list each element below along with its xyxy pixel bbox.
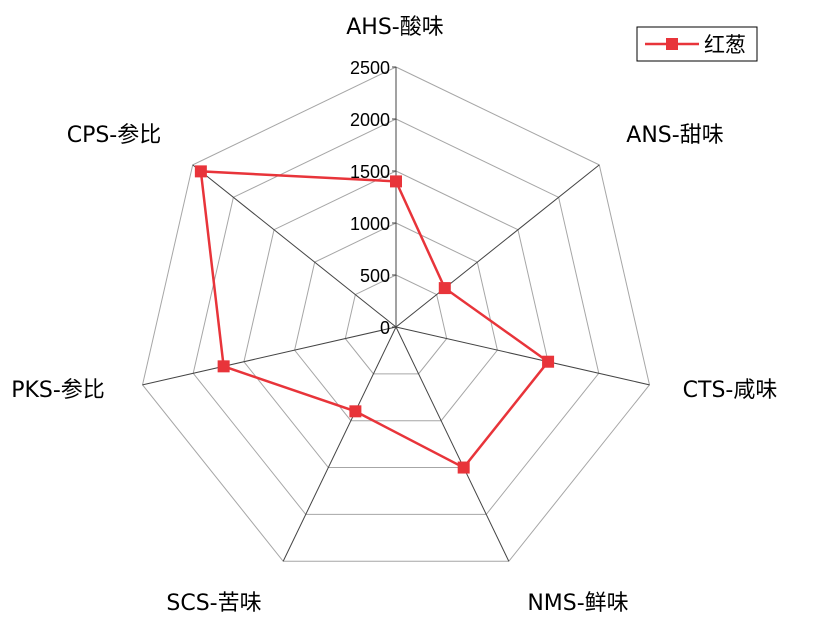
grid-ring xyxy=(243,170,549,469)
axis-label: ANS-甜味 xyxy=(626,123,723,148)
axis-spoke xyxy=(282,326,397,562)
tick-label: 1500 xyxy=(350,162,390,182)
legend: 红葱 xyxy=(636,26,758,62)
axis-label: SCS-苦味 xyxy=(166,591,261,616)
radial-tick-labels: 0 500 1000 1500 2000 2500 xyxy=(350,58,396,338)
series-line xyxy=(199,170,550,470)
data-point xyxy=(390,175,402,188)
tick-label: 2500 xyxy=(350,58,390,78)
axis-spoke xyxy=(142,326,397,386)
tick-label: 500 xyxy=(360,266,390,286)
legend-series-label: 红葱 xyxy=(704,33,746,57)
grid-ring xyxy=(294,222,498,422)
data-point xyxy=(349,405,362,418)
axis-spoke xyxy=(395,326,650,386)
data-point xyxy=(194,165,207,178)
series-layer xyxy=(194,165,555,474)
radar-spokes xyxy=(142,67,650,562)
axis-spoke xyxy=(395,164,600,328)
data-point xyxy=(217,360,230,373)
legend-series-marker xyxy=(666,38,678,50)
radar-grid xyxy=(141,66,651,562)
axis-label: PKS-参比 xyxy=(11,378,105,403)
axis-label: NMS-鲜味 xyxy=(527,591,628,616)
tick-label: 0 xyxy=(380,318,390,338)
axis-spoke xyxy=(395,326,510,562)
tick-label: 1000 xyxy=(350,214,390,234)
data-point xyxy=(457,461,470,474)
tick-label: 2000 xyxy=(350,110,390,130)
data-point xyxy=(438,282,451,295)
grid-ring xyxy=(141,66,651,562)
axis-label: AHS-酸味 xyxy=(346,15,444,40)
axis-label: CTS-咸味 xyxy=(683,378,778,403)
axis-labels: AHS-酸味 ANS-甜味 CTS-咸味 NMS-鲜味 SCS-苦味 PKS-参比 CPS-… xyxy=(11,15,777,616)
data-point xyxy=(542,355,555,368)
axis-label: CPS-参比 xyxy=(67,123,162,148)
grid-ring xyxy=(192,118,600,515)
grid-ring xyxy=(344,274,448,375)
axis-spoke xyxy=(192,164,397,328)
